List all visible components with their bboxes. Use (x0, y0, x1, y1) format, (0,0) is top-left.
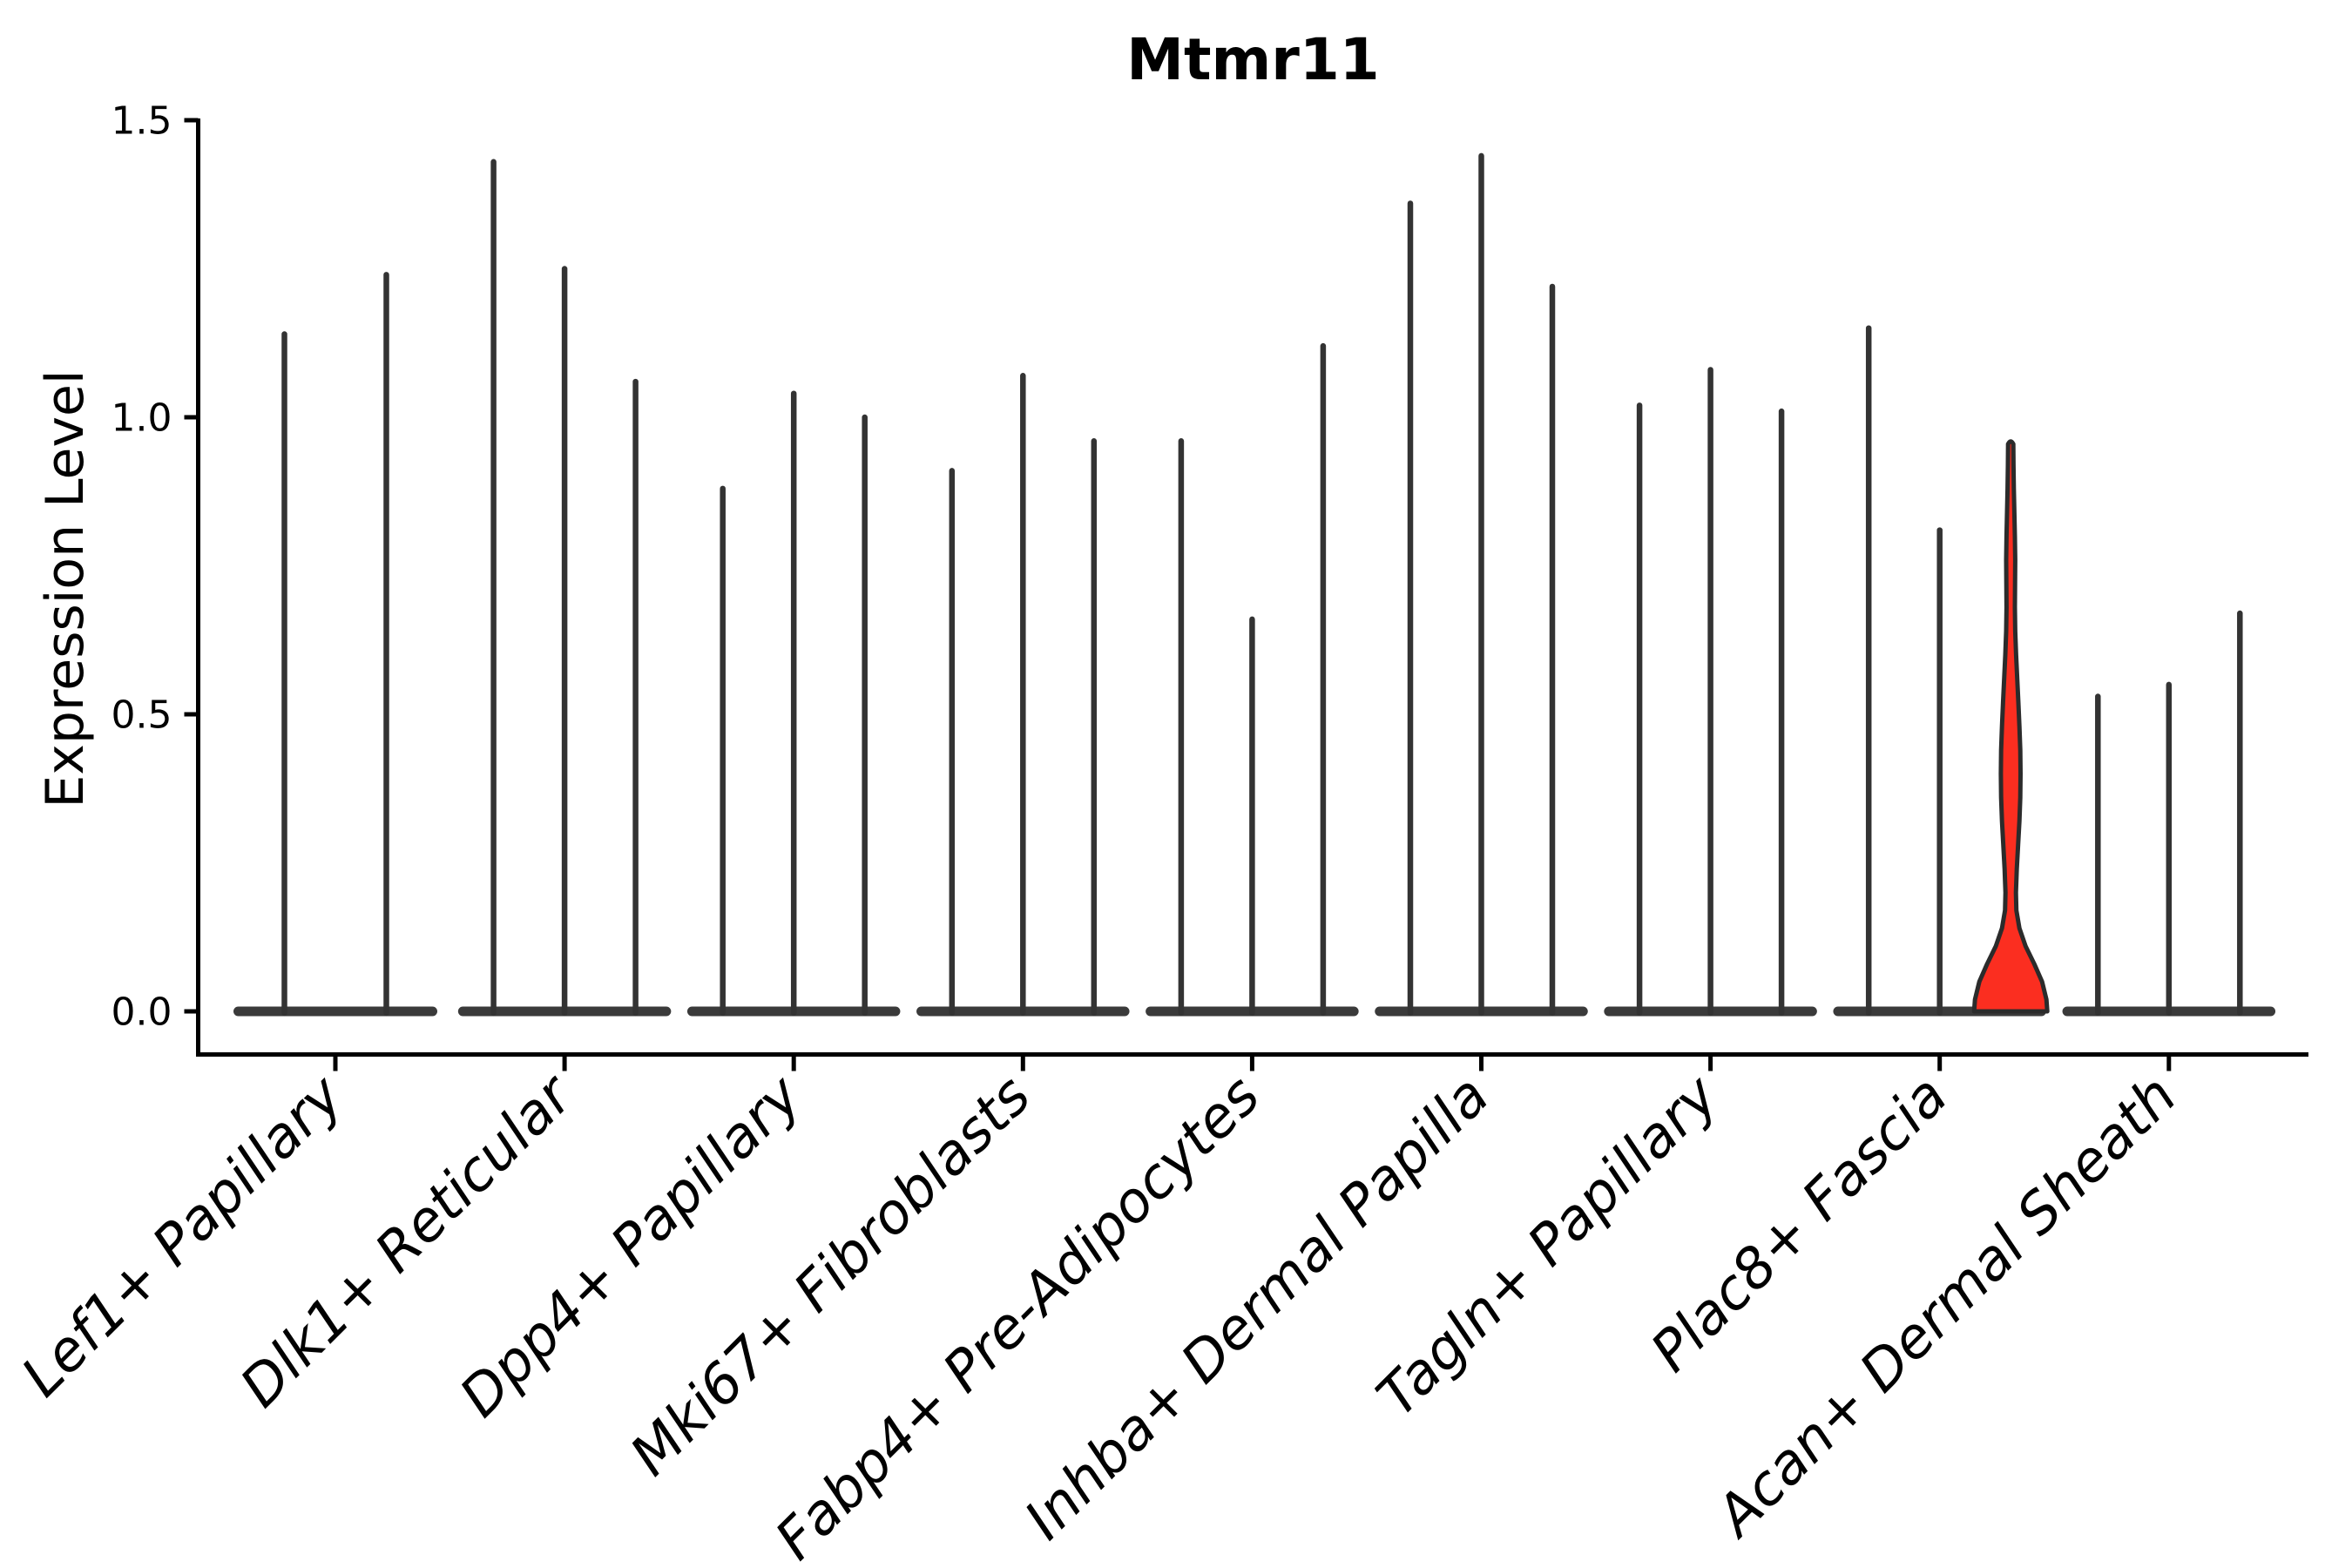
x-category-label: Mki67+ Fibroblasts (618, 1064, 1044, 1489)
x-category-label: Inhba+ Dermal Papilla (1013, 1064, 1502, 1552)
plot-title: Mtmr11 (1126, 26, 1380, 93)
x-category-label: Fabp4+ Pre-Adipocytes (764, 1064, 1273, 1568)
y-tick-label: 1.5 (112, 98, 172, 143)
highlighted-violin (1971, 439, 2050, 1014)
x-category-label: Acan+ Dermal Sheath (1702, 1064, 2189, 1551)
y-tick-label: 0.0 (112, 990, 172, 1034)
y-tick-label: 0.5 (112, 693, 172, 737)
y-tick-label: 1.0 (112, 395, 172, 440)
group-base (233, 1006, 437, 1017)
